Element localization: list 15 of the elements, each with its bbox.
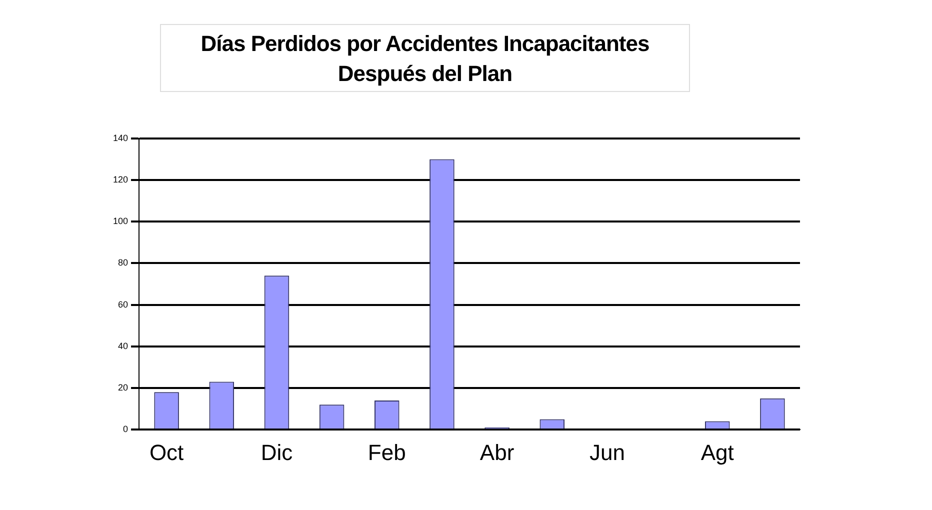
x-tick-label: Jun bbox=[589, 440, 625, 465]
x-tick-label: Agt bbox=[700, 440, 734, 465]
chart-title: Días Perdidos por Accidentes Incapacitantes Después del Plan bbox=[160, 24, 690, 92]
y-tick-label: 60 bbox=[118, 299, 128, 310]
x-tick-label: Abr bbox=[480, 440, 514, 465]
x-tick-label: Feb bbox=[368, 440, 406, 465]
x-tick-label: Dic bbox=[260, 440, 293, 465]
y-tick-label: 0 bbox=[123, 424, 128, 434]
x-tick-label: Oct bbox=[149, 440, 184, 465]
y-tick-label: 80 bbox=[118, 258, 128, 268]
y-tick-label: 100 bbox=[112, 216, 128, 226]
y-tick-label: 20 bbox=[118, 382, 128, 392]
y-tick-label: 140 bbox=[112, 132, 128, 143]
y-tick-label: 40 bbox=[118, 340, 128, 351]
y-tick-label: 120 bbox=[112, 174, 128, 184]
